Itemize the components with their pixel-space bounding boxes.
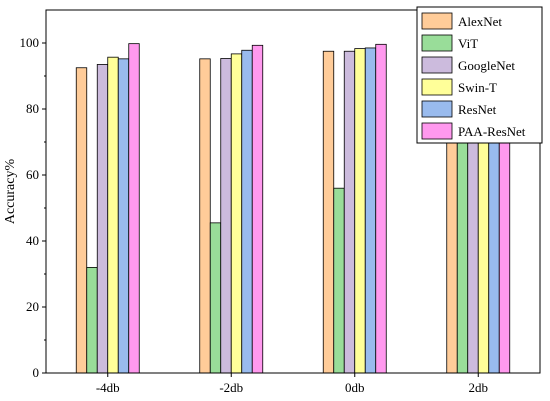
y-tick-label: 0 (33, 365, 40, 380)
legend-swatch (421, 100, 453, 118)
y-tick-label: 40 (26, 233, 39, 248)
bar-googlenet-1 (220, 58, 232, 374)
bar-googlenet-2 (343, 50, 356, 374)
bar-resnet-2 (364, 47, 377, 374)
legend-label: PAA-ResNet (458, 124, 526, 139)
bar-vit-2 (333, 187, 345, 374)
bar-googlenet-0 (96, 64, 109, 374)
bars-layer (75, 43, 511, 374)
x-axis: -4db -2db 0db 2db (96, 373, 488, 395)
bar-resnet-1 (241, 49, 253, 374)
y-tick-label: 60 (26, 167, 39, 182)
legend-swatch (421, 34, 453, 52)
legend-box (416, 6, 543, 144)
legend-swatch (421, 78, 453, 96)
y-tick-label: 80 (26, 101, 39, 116)
legend-label: GoogleNet (458, 58, 515, 73)
bar-resnet-0 (117, 58, 130, 374)
bar-paa-resnet-2 (375, 43, 387, 374)
x-tick-label: -2db (219, 380, 243, 395)
bar-vit-0 (86, 266, 98, 374)
legend-label: AlexNet (458, 14, 502, 29)
bar-vit-1 (209, 222, 222, 374)
y-axis: 0 20 40 60 80 100 (20, 35, 46, 380)
plot-frame (45, 9, 541, 374)
y-axis-title: Accuracy% (3, 159, 18, 225)
legend-swatch (421, 122, 453, 140)
bar-alexnet-0 (75, 67, 88, 374)
bar-alexnet-2 (322, 50, 335, 374)
bar-alexnet-1 (199, 58, 211, 374)
x-tick-label: 2db (469, 380, 489, 395)
x-tick-label: -4db (96, 380, 120, 395)
legend-label: ResNet (458, 102, 497, 117)
bar-swin-t-1 (230, 53, 243, 374)
legend-swatch (421, 12, 453, 30)
legend-label: Swin-T (458, 80, 497, 95)
bar-swin-t-0 (107, 56, 119, 374)
y-tick-label: 20 (26, 299, 39, 314)
bar-paa-resnet-0 (128, 43, 140, 374)
bar-paa-resnet-1 (251, 44, 264, 374)
legend-swatch (421, 56, 453, 74)
bar-vit-3 (456, 105, 469, 374)
bar-swin-t-2 (354, 48, 366, 374)
x-tick-label: 0db (345, 380, 365, 395)
legend: AlexNet ViT GoogleNet Swin-T ResNet PAA-ResNe… (416, 6, 543, 144)
y-tick-label: 100 (20, 35, 40, 50)
legend-label: ViT (458, 36, 478, 51)
